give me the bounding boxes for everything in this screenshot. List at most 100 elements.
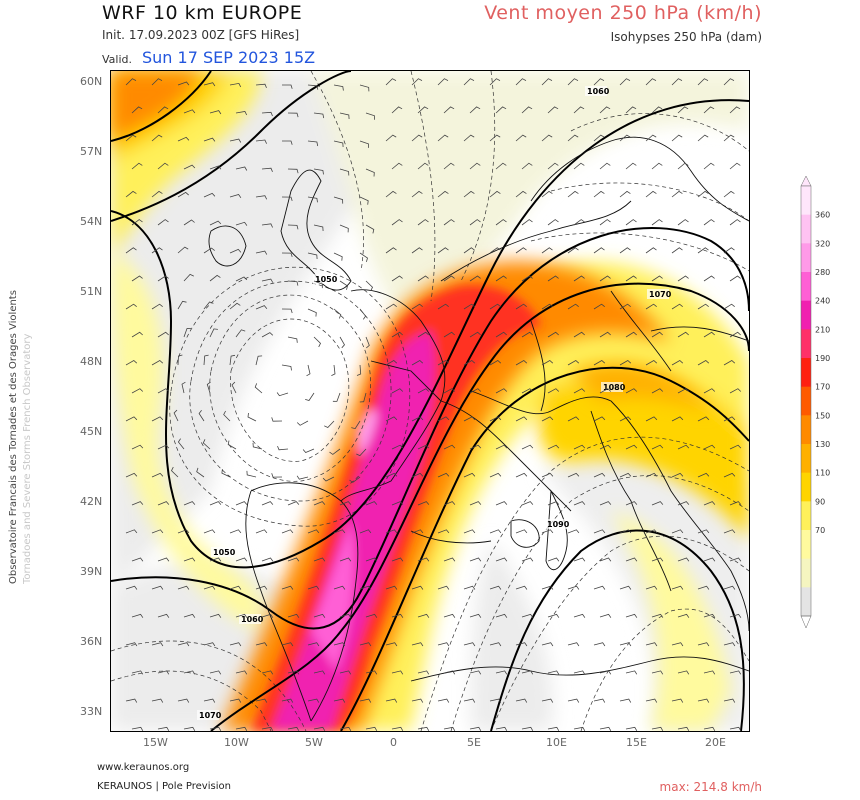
wind-barb [271, 473, 283, 478]
wind-barb [651, 106, 663, 114]
wind-barb [651, 444, 664, 450]
wind-barb [281, 308, 293, 314]
lat-label: 42N [80, 495, 103, 508]
wind-barb [567, 416, 580, 422]
wind-barb [391, 331, 403, 338]
wind-barb [697, 78, 709, 86]
wind-barb [645, 585, 658, 590]
wind-barb [573, 501, 586, 506]
wind-barb [391, 670, 404, 675]
wind-barb [151, 190, 163, 198]
wind-barb [567, 472, 580, 478]
wind-barb [645, 360, 658, 366]
colorbar-cell [801, 587, 811, 617]
wind-barb [157, 444, 170, 450]
wind-barb [495, 557, 508, 562]
wind-barb [131, 670, 144, 675]
wind-barb [521, 557, 534, 562]
wind-barb [157, 219, 169, 226]
wind-barb [729, 557, 742, 562]
footer-url[interactable]: www.keraunos.org [97, 762, 190, 773]
wind-barb [183, 109, 196, 114]
wind-barb [417, 557, 430, 562]
wind-barb [521, 670, 534, 675]
wind-barb [385, 190, 397, 198]
wind-barb [203, 585, 216, 590]
wind-barb [547, 613, 560, 618]
wind-barb [287, 613, 300, 618]
wind-barb [469, 726, 482, 731]
wind-barb [541, 529, 554, 534]
wind-barb [359, 698, 372, 703]
wind-barb [463, 190, 475, 198]
wind-barb [547, 670, 560, 675]
wind-barb [463, 642, 476, 647]
wind-barb [157, 162, 169, 170]
wind-barb [567, 529, 580, 534]
wind-barb [521, 613, 534, 618]
wind-barb [489, 134, 501, 142]
wind-barb [619, 247, 631, 254]
lat-label: 33N [80, 705, 103, 718]
wind-barb [697, 529, 710, 534]
wind-barb [729, 444, 742, 450]
wind-barb [322, 476, 335, 482]
wind-barb [227, 440, 237, 450]
wind-barb [385, 642, 398, 647]
wind-barb [619, 416, 632, 422]
wind-barb [365, 224, 375, 234]
wind-barb [599, 275, 611, 282]
wind-barb [573, 726, 586, 731]
wind-barb [697, 698, 710, 703]
wind-barb [489, 472, 502, 478]
wind-barb [333, 84, 344, 91]
wind-barb [151, 472, 164, 478]
wind-barb [489, 360, 502, 366]
colorbar-cell [801, 214, 811, 244]
wind-barb [255, 305, 268, 310]
lat-label: 48N [80, 355, 103, 368]
wind-barb [463, 134, 475, 142]
wind-barb [599, 444, 612, 450]
wind-barb [247, 412, 257, 422]
wind-barb [229, 529, 242, 534]
colorbar-cell [801, 243, 811, 273]
wind-barb [651, 557, 664, 562]
wind-barb [677, 275, 689, 282]
wind-barb [313, 726, 326, 731]
wind-barb [677, 162, 689, 170]
wind-barb [645, 247, 657, 254]
wind-barb [625, 331, 637, 338]
wind-barb [625, 106, 637, 114]
wind-barb [671, 698, 684, 703]
wind-barb [261, 501, 274, 506]
wind-barb [151, 134, 163, 142]
wind-barb [151, 529, 164, 534]
wind-barb [229, 302, 241, 310]
wind-barb [246, 470, 257, 478]
wind-barb [697, 416, 710, 422]
isohypse-label: 1050 [315, 275, 338, 284]
wind-barb [593, 472, 606, 478]
wind-barb [723, 416, 736, 422]
wind-barb [359, 308, 367, 320]
wind-barb [495, 106, 507, 114]
colorbar-tick-label: 210 [815, 325, 830, 334]
wind-barb [307, 308, 317, 317]
wind-barb [235, 276, 248, 282]
wind-barb [515, 585, 528, 590]
wind-barb [359, 252, 368, 263]
wind-barb [209, 165, 222, 170]
wind-barb [599, 388, 612, 394]
wind-barb [235, 221, 248, 226]
valid-label: Valid. [102, 53, 133, 66]
lat-label: 60N [80, 75, 103, 88]
wind-barb [261, 332, 274, 338]
wind-barb [183, 501, 196, 506]
wind-barb [359, 196, 369, 205]
wind-barb [261, 167, 273, 172]
wind-barb [697, 585, 710, 590]
wind-barb [281, 642, 294, 647]
wind-barb [599, 613, 612, 618]
wind-barb [703, 613, 716, 618]
